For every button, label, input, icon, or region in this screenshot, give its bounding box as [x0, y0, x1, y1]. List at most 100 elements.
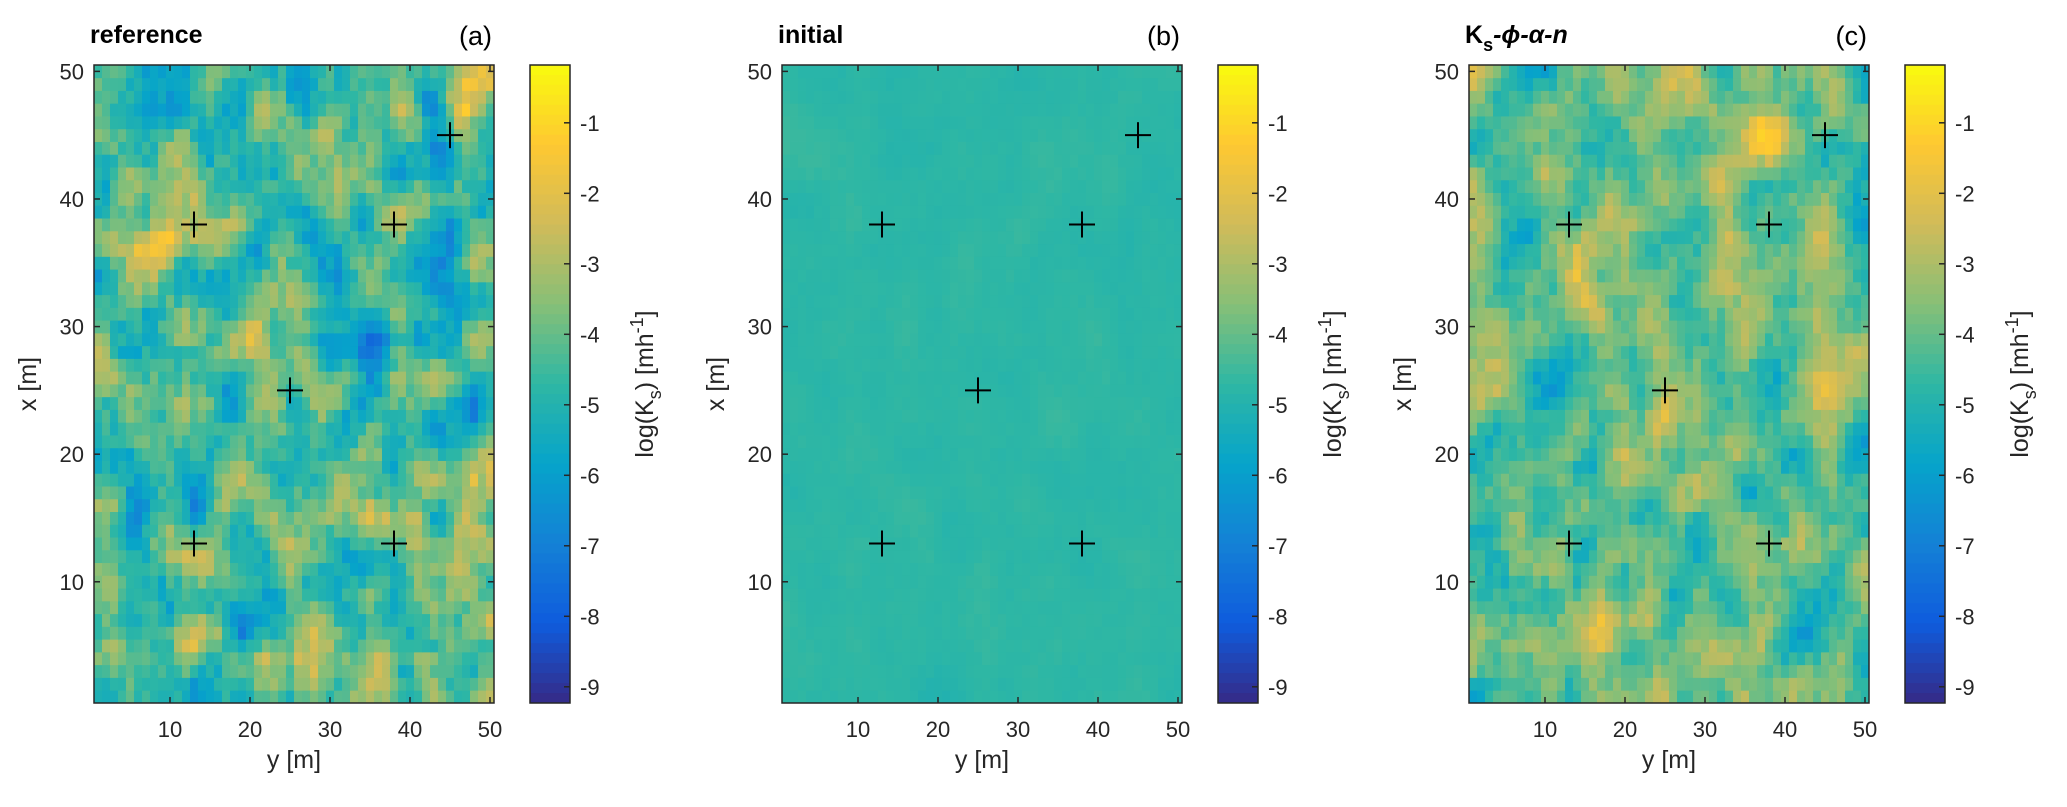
heatmap-cell — [398, 473, 407, 487]
colorbar-tick-label: -9 — [580, 675, 600, 700]
heatmap-cell — [1174, 103, 1183, 117]
heatmap-cell — [894, 651, 903, 666]
heatmap-cell — [142, 639, 151, 653]
heatmap-cell — [1094, 128, 1103, 142]
heatmap-cell — [222, 690, 231, 704]
heatmap-cell — [1054, 243, 1063, 257]
heatmap-cell — [166, 320, 175, 334]
heatmap-cell — [1174, 600, 1183, 615]
heatmap-cell — [262, 218, 271, 232]
heatmap-cell — [838, 192, 847, 206]
heatmap-cell — [462, 651, 471, 666]
heatmap-cell — [158, 486, 167, 500]
heatmap-cell — [430, 396, 439, 410]
heatmap-cell — [358, 141, 367, 155]
heatmap-cell — [1086, 498, 1095, 512]
heatmap-cell — [1118, 205, 1127, 219]
heatmap-cell — [806, 473, 815, 487]
heatmap-cell — [134, 600, 143, 615]
heatmap-cell — [982, 230, 991, 245]
heatmap-cell — [1126, 537, 1135, 551]
heatmap-cell — [230, 511, 239, 525]
heatmap-cell — [918, 384, 927, 398]
heatmap-cell — [1022, 600, 1031, 615]
heatmap-cell — [838, 384, 847, 398]
heatmap-cell — [950, 396, 959, 410]
heatmap-cell — [310, 396, 319, 410]
heatmap-cell — [350, 549, 359, 564]
heatmap-cell — [150, 677, 159, 691]
heatmap-cell — [406, 269, 415, 283]
heatmap-cell — [790, 690, 799, 704]
heatmap-cell — [430, 167, 439, 181]
heatmap-cell — [1174, 473, 1183, 487]
heatmap-cell — [406, 332, 415, 347]
heatmap-cell — [974, 562, 983, 576]
heatmap-cell — [1094, 639, 1103, 653]
heatmap-cell — [966, 396, 975, 410]
heatmap-cell — [294, 192, 303, 206]
heatmap-cell — [814, 460, 823, 474]
heatmap-cell — [1054, 179, 1063, 193]
heatmap-cell — [1070, 332, 1079, 347]
heatmap-cell — [238, 256, 247, 270]
heatmap-cell — [134, 77, 143, 91]
heatmap-cell — [1054, 141, 1063, 155]
heatmap-cell — [198, 294, 207, 308]
heatmap-cell — [254, 664, 263, 678]
heatmap-cell — [406, 320, 415, 334]
heatmap-cell — [198, 677, 207, 691]
heatmap-cell — [270, 371, 279, 385]
heatmap-cell — [1094, 167, 1103, 181]
heatmap-cell — [102, 422, 111, 436]
heatmap-cell — [886, 307, 895, 321]
heatmap-cell — [94, 626, 103, 640]
heatmap-cell — [166, 230, 175, 245]
heatmap-cell — [238, 473, 247, 487]
heatmap-cell — [862, 281, 871, 296]
heatmap-cell — [358, 511, 367, 525]
heatmap-cell — [150, 396, 159, 410]
heatmap-cell — [374, 320, 383, 334]
heatmap-cell — [374, 588, 383, 602]
heatmap-cell — [1102, 281, 1111, 296]
heatmap-cell — [150, 524, 159, 538]
heatmap-cell — [198, 651, 207, 666]
heatmap-cell — [982, 167, 991, 181]
heatmap-cell — [446, 269, 455, 283]
heatmap-cell — [158, 575, 167, 589]
heatmap-cell — [782, 639, 791, 653]
heatmap-cell — [878, 677, 887, 691]
heatmap-cell — [846, 460, 855, 474]
heatmap-cell — [846, 371, 855, 385]
heatmap-cell — [822, 179, 831, 193]
heatmap-cell — [446, 562, 455, 576]
heatmap-cell — [926, 537, 935, 551]
heatmap-cell — [246, 409, 255, 423]
heatmap-cell — [406, 90, 415, 104]
heatmap-cell — [846, 447, 855, 461]
heatmap-cell — [822, 549, 831, 564]
heatmap-cell — [222, 371, 231, 385]
heatmap-cell — [1118, 690, 1127, 704]
heatmap-cell — [862, 307, 871, 321]
heatmap-cell — [142, 205, 151, 219]
heatmap-cell — [1150, 128, 1159, 142]
heatmap-cell — [1022, 651, 1031, 666]
heatmap-cell — [998, 256, 1007, 270]
heatmap-cell — [374, 243, 383, 257]
heatmap-cell — [942, 205, 951, 219]
heatmap-cell — [174, 256, 183, 270]
heatmap-cell — [838, 128, 847, 142]
heatmap-cell — [878, 128, 887, 142]
heatmap-cell — [246, 626, 255, 640]
heatmap-cell — [1110, 651, 1119, 666]
heatmap-cell — [878, 651, 887, 666]
heatmap-cell — [182, 384, 191, 398]
heatmap-cell — [190, 154, 199, 168]
heatmap-cell — [302, 65, 311, 79]
heatmap-cell — [150, 473, 159, 487]
heatmap-cell — [950, 549, 959, 564]
heatmap-cell — [1102, 524, 1111, 538]
heatmap-cell — [158, 90, 167, 104]
